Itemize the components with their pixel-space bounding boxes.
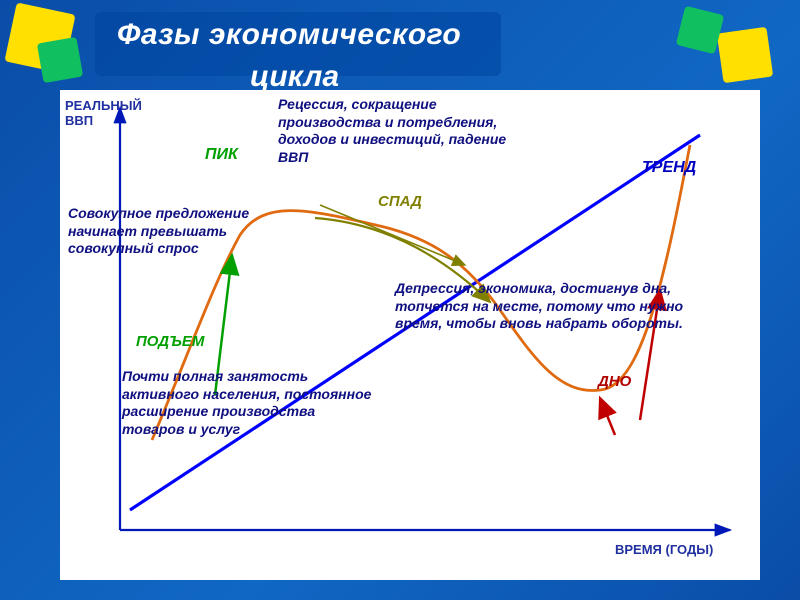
annotation-supply: Совокупное предложение начинает превышат… (68, 205, 283, 258)
trough-label: ДНО (598, 373, 631, 392)
annotation-recession: Рецессия, сокращение производства и потр… (278, 96, 538, 166)
chart-area: РЕАЛЬНЫЙ ВВП ВРЕМЯ (ГОДЫ) ПИК ПОДЪЕМ СПА… (60, 90, 760, 580)
slide-root: Фазы экономического цикла (0, 0, 800, 600)
slide-title-line2: цикла (250, 60, 339, 94)
deco-square (676, 6, 724, 54)
annotation-employment: Почти полная занятость активного населен… (122, 368, 372, 438)
trend-label: ТРЕНД (642, 158, 696, 178)
x-axis-label: ВРЕМЯ (ГОДЫ) (615, 542, 713, 557)
trough-arrow-1 (600, 398, 615, 435)
slide-title-line1: Фазы экономического (117, 18, 461, 52)
fall-arrow-2 (320, 205, 465, 265)
rise-label: ПОДЪЕМ (136, 333, 204, 352)
peak-label: ПИК (205, 145, 238, 165)
deco-square (717, 27, 773, 83)
y-axis-label: РЕАЛЬНЫЙ ВВП (65, 98, 142, 128)
deco-square (37, 37, 83, 83)
annotation-depression: Депрессия, экономика, достигнув дна, топ… (395, 280, 695, 333)
fall-label: СПАД (378, 193, 422, 212)
